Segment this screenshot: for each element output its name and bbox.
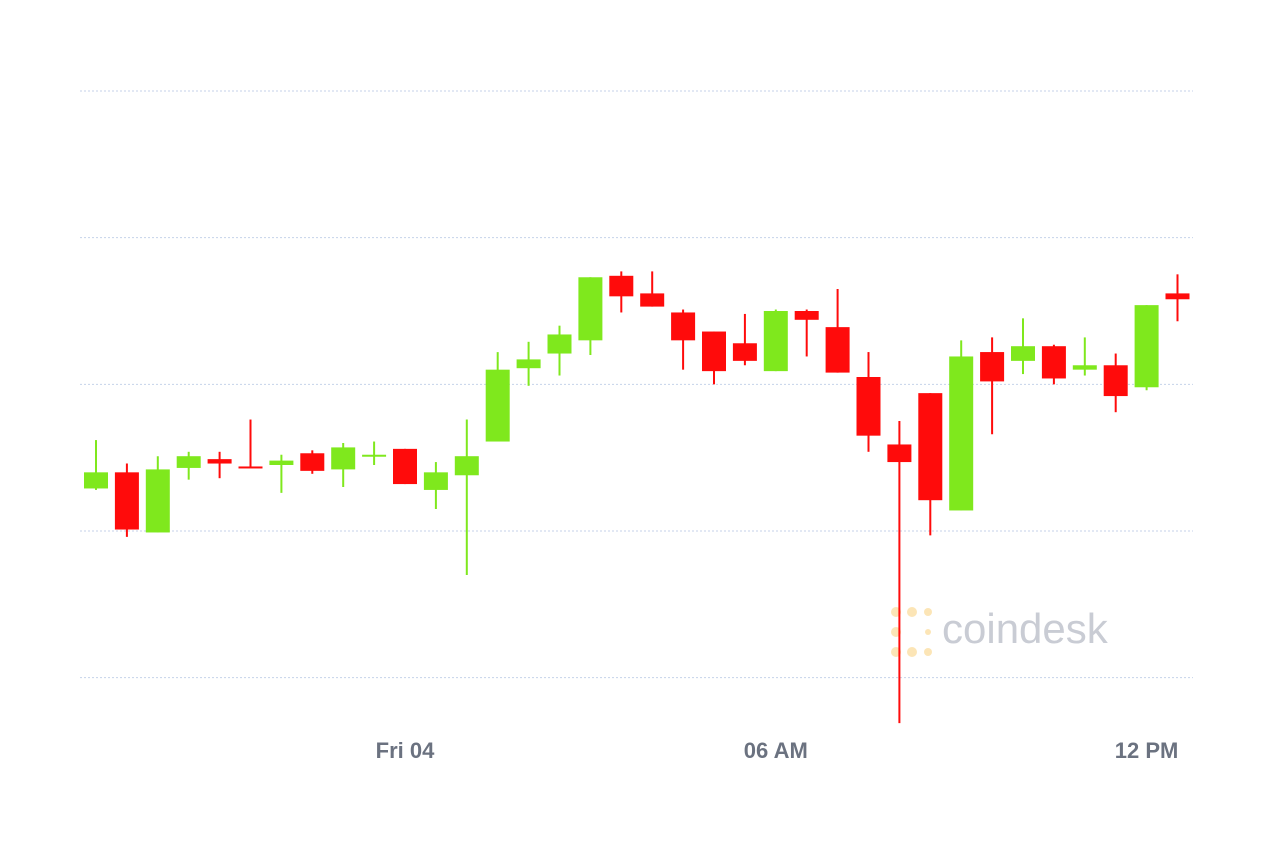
- candle-body: [732, 343, 757, 361]
- candle-body: [1134, 305, 1159, 388]
- candle-body: [1072, 365, 1097, 370]
- candle-body: [1011, 346, 1035, 361]
- candle-body: [794, 311, 819, 320]
- candle-body: [300, 453, 325, 471]
- candle-body: [238, 466, 263, 469]
- candle-body: [856, 377, 881, 436]
- candle-body: [671, 312, 696, 341]
- candle-body: [547, 334, 572, 354]
- candle-body: [393, 448, 417, 485]
- watermark: coindesk: [942, 605, 1109, 652]
- candle-body: [609, 275, 634, 297]
- candle-body: [825, 327, 850, 373]
- x-tick-label: 06 AM: [744, 738, 808, 763]
- candle-body: [1103, 365, 1128, 397]
- candle-body: [949, 356, 974, 511]
- candle-body: [454, 456, 479, 476]
- candle-body: [485, 369, 510, 442]
- candle-body: [918, 393, 943, 501]
- candle-body: [207, 459, 232, 464]
- candle-body: [84, 472, 108, 489]
- x-tick-label: Fri 04: [376, 738, 435, 763]
- x-tick-label: 12 PM: [1115, 738, 1179, 763]
- candle-body: [702, 331, 726, 372]
- watermark-logo: [891, 607, 932, 657]
- candle-body: [763, 311, 788, 372]
- candle-body: [1041, 346, 1066, 379]
- candle-body: [1165, 293, 1190, 300]
- candle-body: [516, 359, 541, 369]
- candle-body: [176, 456, 201, 468]
- candle-body: [331, 447, 356, 470]
- candle-body: [887, 444, 912, 463]
- candle-body: [980, 352, 1005, 382]
- candle-body: [578, 277, 603, 341]
- candle-body: [114, 472, 139, 530]
- candle-body: [269, 460, 294, 465]
- candle-body: [145, 469, 170, 533]
- candle-body: [423, 472, 448, 490]
- candle-body: [362, 454, 387, 457]
- candle-body: [640, 293, 665, 307]
